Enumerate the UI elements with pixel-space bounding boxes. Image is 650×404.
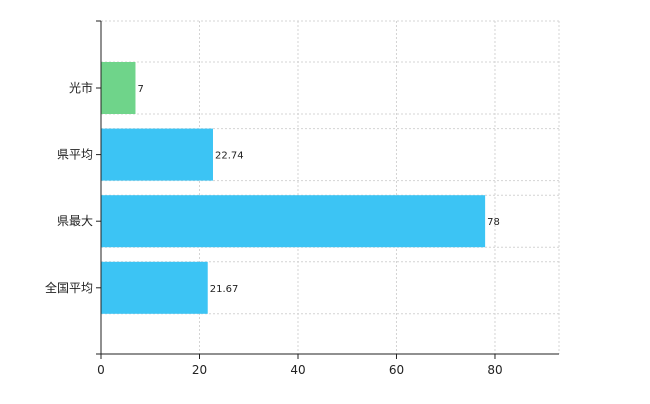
data-label: 22.74 <box>215 151 244 162</box>
bar-1 <box>101 62 136 114</box>
x-tick-label: 60 <box>389 363 404 377</box>
x-tick-label: 0 <box>97 363 105 377</box>
bar-4 <box>101 261 208 314</box>
x-tick-label: 80 <box>487 363 502 377</box>
category-label: 県平均 <box>57 148 93 162</box>
bar-2 <box>101 128 213 181</box>
x-tick-label: 20 <box>192 363 207 377</box>
category-label: 県最大 <box>57 214 93 228</box>
data-label: 7 <box>137 84 143 95</box>
category-label: 全国平均 <box>45 280 93 295</box>
bar-3 <box>101 195 486 248</box>
category-label: 光市 <box>69 80 93 95</box>
data-label: 78 <box>487 217 500 228</box>
data-label: 21.67 <box>210 284 239 295</box>
x-tick-label: 40 <box>290 363 305 377</box>
